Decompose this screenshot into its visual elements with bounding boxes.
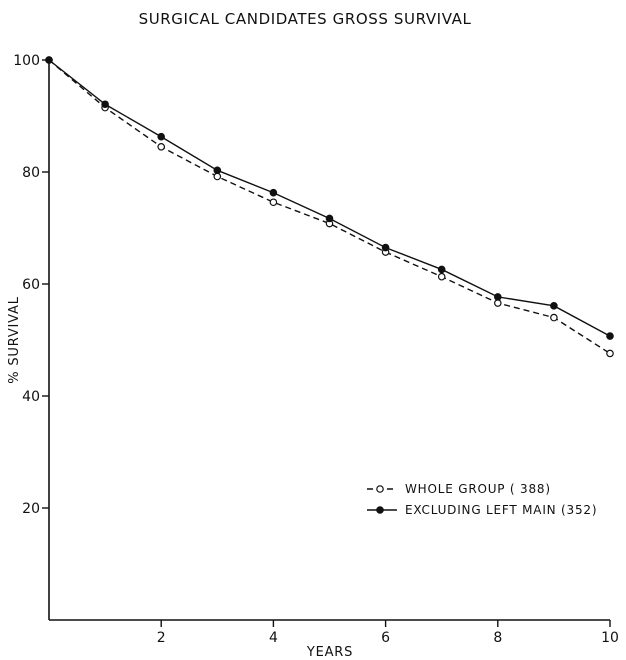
series-1-point (437, 272, 446, 281)
series-2-point (381, 243, 390, 252)
y-axis-label: % SURVIVAL (7, 296, 22, 384)
y-tick-label: 100 (13, 53, 40, 69)
series-2-point (45, 56, 53, 64)
y-ticks: 20 40 60 80 100 (13, 53, 49, 517)
series-1-point (493, 299, 502, 307)
series-2-point (157, 132, 166, 141)
legend: WHOLE GROUP ( 388) EXCLUDING LEFT MAIN (3… (367, 482, 597, 517)
legend-label-2: EXCLUDING LEFT MAIN (352) (405, 503, 597, 517)
x-tick-label: 6 (381, 630, 390, 646)
series-2-point (213, 166, 222, 175)
series-line-2 (48, 59, 611, 337)
x-tick-label: 4 (269, 630, 278, 646)
x-tick-label: 2 (157, 630, 166, 646)
axes (48, 60, 610, 621)
x-tick-label: 8 (493, 630, 502, 646)
y-tick-label: 40 (22, 389, 40, 405)
y-tick-label: 80 (22, 165, 40, 181)
x-tick-label: 10 (601, 630, 619, 646)
legend-marker-2 (376, 506, 384, 514)
series-2-point (550, 302, 558, 310)
series-1-point (606, 349, 614, 358)
series-1-point (550, 313, 558, 322)
series-1-point (157, 143, 166, 151)
series-1-point (269, 198, 278, 207)
plot-series (45, 56, 614, 358)
series-2-point (101, 100, 109, 109)
series-2-point (493, 293, 502, 301)
legend-label-1: WHOLE GROUP ( 388) (405, 482, 551, 496)
series-2-point (606, 332, 614, 340)
series-2-point (437, 265, 446, 274)
series-2-point (325, 214, 334, 223)
chart-title: SURGICAL CANDIDATES GROSS SURVIVAL (139, 10, 472, 28)
series-line-1 (48, 59, 611, 355)
y-tick-label: 20 (22, 501, 40, 517)
y-tick-label: 60 (22, 277, 40, 293)
x-axis-label: YEARS (306, 645, 353, 660)
legend-marker-1 (376, 485, 384, 493)
series-2-point (269, 188, 278, 197)
series-1-point (213, 172, 222, 181)
x-ticks: 2 4 6 8 10 (157, 620, 619, 646)
